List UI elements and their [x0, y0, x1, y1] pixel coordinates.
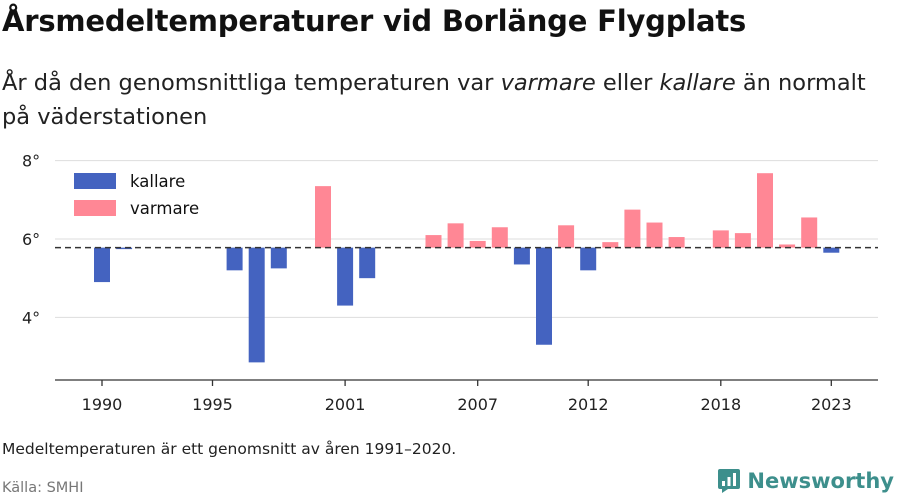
bar-varmare — [668, 237, 685, 248]
subtitle-part-3: än normalt på väderstationen — [2, 70, 866, 130]
bar-varmare — [315, 186, 331, 248]
newsworthy-logo-icon — [718, 469, 741, 493]
x-tick-label: 2001 — [325, 395, 366, 414]
bar-varmare — [757, 173, 773, 248]
bar-kallare — [359, 247, 376, 279]
bar-kallare — [226, 247, 243, 271]
bar-varmare — [779, 244, 796, 248]
subtitle-part-1: År då den genomsnittliga temperaturen va… — [2, 70, 501, 96]
x-tick-label: 2018 — [700, 395, 741, 414]
legend-label-kallare: kallare — [130, 172, 185, 191]
subtitle-warm: varmare — [500, 70, 596, 96]
y-tick-label: 8° — [22, 152, 40, 171]
x-tick-label: 1995 — [192, 395, 233, 414]
legend-label-varmare: varmare — [130, 199, 199, 218]
bar-kallare — [513, 247, 530, 265]
bar-varmare — [734, 233, 751, 248]
bar-varmare — [602, 242, 619, 248]
bar-kallare — [337, 247, 354, 306]
y-tick-label: 4° — [22, 308, 40, 327]
temperature-chart: 1990 1995 2001 2007 2012 2018 2023 4° 6° 8° kall… — [22, 152, 878, 414]
bar-varmare — [425, 235, 442, 248]
y-tick-label: 6° — [22, 230, 40, 249]
legend-swatch-varmare — [74, 200, 116, 216]
bar-varmare — [491, 227, 508, 248]
x-tick-label: 2007 — [457, 395, 498, 414]
x-tick-label: 2012 — [568, 395, 609, 414]
bar-kallare — [270, 247, 287, 269]
chart-subtitle: År då den genomsnittliga temperaturen va… — [2, 66, 882, 134]
bar-varmare — [801, 217, 818, 248]
brand-name: Newsworthy — [747, 469, 894, 493]
source-label: Källa: SMHI — [2, 480, 84, 496]
bar-kallare — [580, 247, 597, 271]
bar-kallare — [823, 247, 840, 253]
bar-kallare — [94, 247, 110, 283]
x-axis-ticks: 1990 1995 2001 2007 2012 2018 2023 — [82, 380, 852, 414]
chart-title: Årsmedeltemperaturer vid Borlänge Flygpl… — [2, 4, 747, 38]
footnote: Medeltemperaturen är ett genomsnitt av å… — [2, 440, 457, 458]
legend: kallare varmare — [74, 172, 199, 218]
bar-kallare — [116, 247, 133, 250]
bar-kallare — [248, 247, 265, 363]
bar-varmare — [469, 240, 486, 248]
subtitle-part-2: eller — [595, 70, 660, 96]
y-axis-ticks: 4° 6° 8° — [22, 152, 40, 328]
bar-kallare — [536, 247, 552, 345]
bars — [94, 173, 840, 363]
bar-varmare — [558, 225, 575, 248]
bar-varmare — [624, 209, 641, 248]
legend-swatch-kallare — [74, 173, 116, 189]
x-tick-label: 2023 — [811, 395, 852, 414]
bar-varmare — [447, 223, 464, 248]
brand-logo[interactable]: Newsworthy — [717, 468, 894, 494]
x-tick-label: 1990 — [82, 395, 123, 414]
subtitle-cold: kallare — [659, 70, 736, 96]
bar-varmare — [712, 230, 729, 248]
bar-varmare — [646, 222, 663, 248]
